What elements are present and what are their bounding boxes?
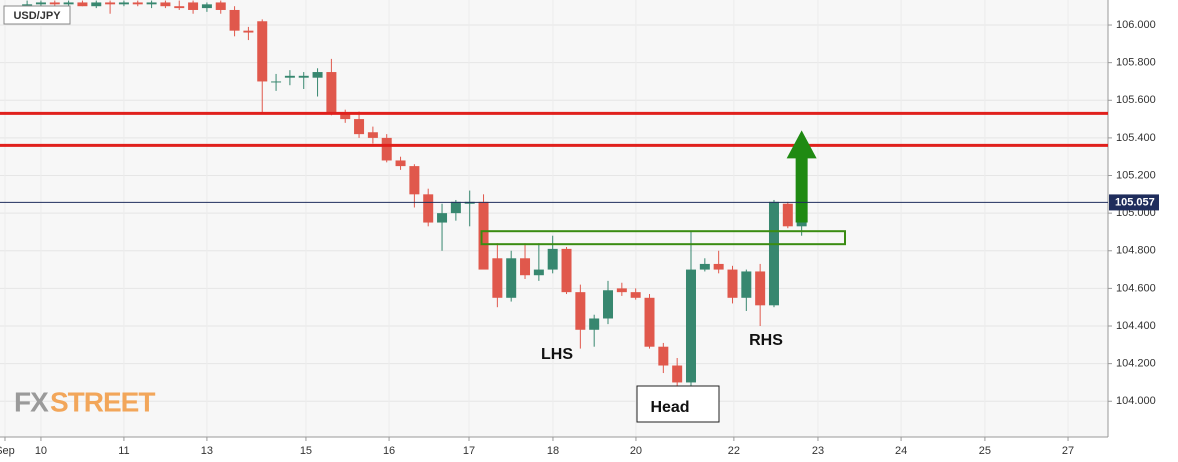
- candle-body: [575, 292, 586, 330]
- neckline-zone: [480, 230, 846, 246]
- y-tick-label: 104.800: [1116, 245, 1156, 257]
- candle-body: [561, 248, 572, 293]
- last-price-box: [1109, 194, 1159, 211]
- x-tick-label: Sep: [0, 445, 15, 457]
- symbol-box: [3, 5, 71, 25]
- x-tick-label: 24: [895, 445, 907, 457]
- candle-body: [105, 2, 116, 5]
- candle-body: [298, 75, 309, 78]
- candle-body: [49, 2, 60, 5]
- y-tick-label: 104.600: [1116, 282, 1156, 294]
- candle-body: [201, 4, 212, 9]
- candle-body: [506, 258, 517, 298]
- candle-body: [520, 258, 531, 276]
- candle-body: [243, 30, 254, 33]
- candle-body: [423, 194, 434, 223]
- candle-body: [699, 263, 710, 270]
- x-tick-label: 17: [463, 445, 475, 457]
- y-tick-label: 105.200: [1116, 169, 1156, 181]
- x-tick-label: 23: [812, 445, 824, 457]
- annotation: RHS: [749, 332, 783, 349]
- y-tick-label: 104.000: [1116, 395, 1156, 407]
- candle-body: [340, 113, 351, 120]
- candle-body: [326, 72, 337, 114]
- candle-body: [354, 119, 365, 135]
- candle-body: [77, 2, 88, 7]
- annotation-box: [636, 385, 720, 423]
- y-tick-label: 105.800: [1116, 57, 1156, 69]
- candle-body: [755, 271, 766, 306]
- candle-body: [257, 21, 268, 82]
- candle-body: [118, 2, 129, 5]
- candle-body: [533, 269, 544, 276]
- candle-body: [741, 271, 752, 298]
- x-tick-label: 11: [118, 445, 129, 457]
- candle-body: [174, 6, 185, 9]
- y-tick-label: 104.200: [1116, 358, 1156, 370]
- candle-body: [22, 4, 33, 7]
- x-tick-label: 18: [547, 445, 559, 457]
- candle-body: [478, 201, 489, 270]
- annotation: LHS: [541, 346, 573, 363]
- candle-body: [589, 318, 600, 330]
- candle-body: [160, 2, 171, 7]
- candle-body: [672, 365, 683, 383]
- candle-body: [713, 263, 724, 270]
- logo-fx: FX: [14, 386, 49, 417]
- plot-area: [0, 0, 1108, 437]
- x-tick-label: 20: [630, 445, 642, 457]
- candle-body: [35, 2, 46, 5]
- candle-body: [616, 288, 627, 293]
- y-tick-label: 105.600: [1116, 94, 1156, 106]
- candle-body: [395, 160, 406, 167]
- candle-body: [146, 2, 157, 5]
- x-tick-label: 13: [201, 445, 213, 457]
- candle-body: [685, 269, 696, 383]
- candle-body: [768, 201, 779, 306]
- grid: [0, 0, 1108, 437]
- candle-body: [450, 201, 461, 214]
- y-tick-label: 105.400: [1116, 132, 1156, 144]
- x-tick-label: 22: [728, 445, 740, 457]
- y-tick-label: 106.000: [1116, 19, 1156, 31]
- x-tick-label: 27: [1062, 445, 1074, 457]
- candle-body: [727, 269, 738, 298]
- chart-title: USD/JPY: [13, 10, 61, 22]
- candle-body: [367, 132, 378, 138]
- candle-body: [132, 2, 143, 5]
- candle-body: [188, 2, 199, 10]
- annotation: Head: [650, 399, 689, 416]
- y-tick-label: 104.400: [1116, 320, 1156, 332]
- candle-body: [796, 220, 807, 227]
- candle-body: [492, 258, 503, 298]
- logo-street: STREET: [50, 386, 155, 417]
- x-tick-label: 25: [979, 445, 991, 457]
- x-tick-label: 10: [35, 445, 47, 457]
- x-tick-label: 15: [300, 445, 312, 457]
- candle-body: [658, 346, 669, 366]
- candle-body: [603, 290, 614, 319]
- candle-body: [409, 166, 420, 195]
- x-tick-label: 16: [383, 445, 395, 457]
- candle-body: [63, 2, 74, 5]
- candle-body: [644, 297, 655, 347]
- marks: [22, 0, 807, 398]
- candle-body: [229, 9, 240, 31]
- candle-body: [312, 72, 323, 78]
- candle-body: [91, 2, 102, 7]
- candle-body: [215, 2, 226, 10]
- candle-body: [271, 81, 282, 83]
- candle-body: [547, 248, 558, 270]
- candle-body: [284, 75, 295, 78]
- target-arrow: [786, 130, 817, 223]
- candle-body: [381, 137, 392, 161]
- last-price-label: 105.057: [1115, 196, 1155, 208]
- candle-body: [782, 203, 793, 227]
- candle-body: [437, 213, 448, 223]
- candle-body: [630, 292, 641, 298]
